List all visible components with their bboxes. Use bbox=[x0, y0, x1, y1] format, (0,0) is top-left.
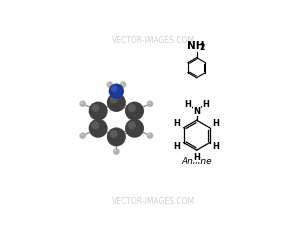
Circle shape bbox=[113, 148, 120, 155]
Circle shape bbox=[107, 128, 126, 146]
Circle shape bbox=[148, 133, 151, 136]
Circle shape bbox=[128, 121, 136, 129]
Circle shape bbox=[147, 132, 153, 139]
Text: H: H bbox=[174, 119, 181, 128]
Circle shape bbox=[80, 100, 86, 107]
Circle shape bbox=[80, 133, 83, 136]
Circle shape bbox=[80, 101, 83, 104]
Circle shape bbox=[111, 86, 117, 92]
Circle shape bbox=[80, 132, 86, 139]
Circle shape bbox=[106, 81, 113, 88]
Circle shape bbox=[89, 102, 108, 121]
Circle shape bbox=[107, 82, 110, 85]
Circle shape bbox=[125, 119, 144, 138]
Circle shape bbox=[92, 104, 100, 112]
Text: H: H bbox=[184, 100, 191, 109]
Circle shape bbox=[89, 119, 108, 138]
Circle shape bbox=[125, 102, 144, 121]
Text: H: H bbox=[174, 142, 181, 151]
Text: NH: NH bbox=[187, 41, 205, 51]
Text: VECTOR-IMAGES.COM: VECTOR-IMAGES.COM bbox=[112, 197, 195, 206]
Text: 2: 2 bbox=[199, 43, 204, 52]
Circle shape bbox=[92, 121, 100, 129]
Text: N: N bbox=[193, 107, 200, 116]
Circle shape bbox=[120, 81, 126, 88]
Circle shape bbox=[128, 104, 136, 112]
Circle shape bbox=[110, 130, 118, 138]
Circle shape bbox=[147, 100, 153, 107]
Circle shape bbox=[107, 93, 126, 112]
Circle shape bbox=[114, 149, 117, 152]
Circle shape bbox=[148, 101, 151, 104]
Text: H: H bbox=[193, 153, 200, 162]
Text: H: H bbox=[213, 119, 220, 128]
Text: H: H bbox=[202, 100, 209, 109]
Circle shape bbox=[110, 96, 118, 103]
Text: VECTOR-IMAGES.COM: VECTOR-IMAGES.COM bbox=[112, 36, 195, 45]
Text: H: H bbox=[213, 142, 220, 151]
Text: Aniline: Aniline bbox=[181, 157, 212, 166]
Circle shape bbox=[109, 83, 124, 99]
Circle shape bbox=[121, 82, 123, 85]
